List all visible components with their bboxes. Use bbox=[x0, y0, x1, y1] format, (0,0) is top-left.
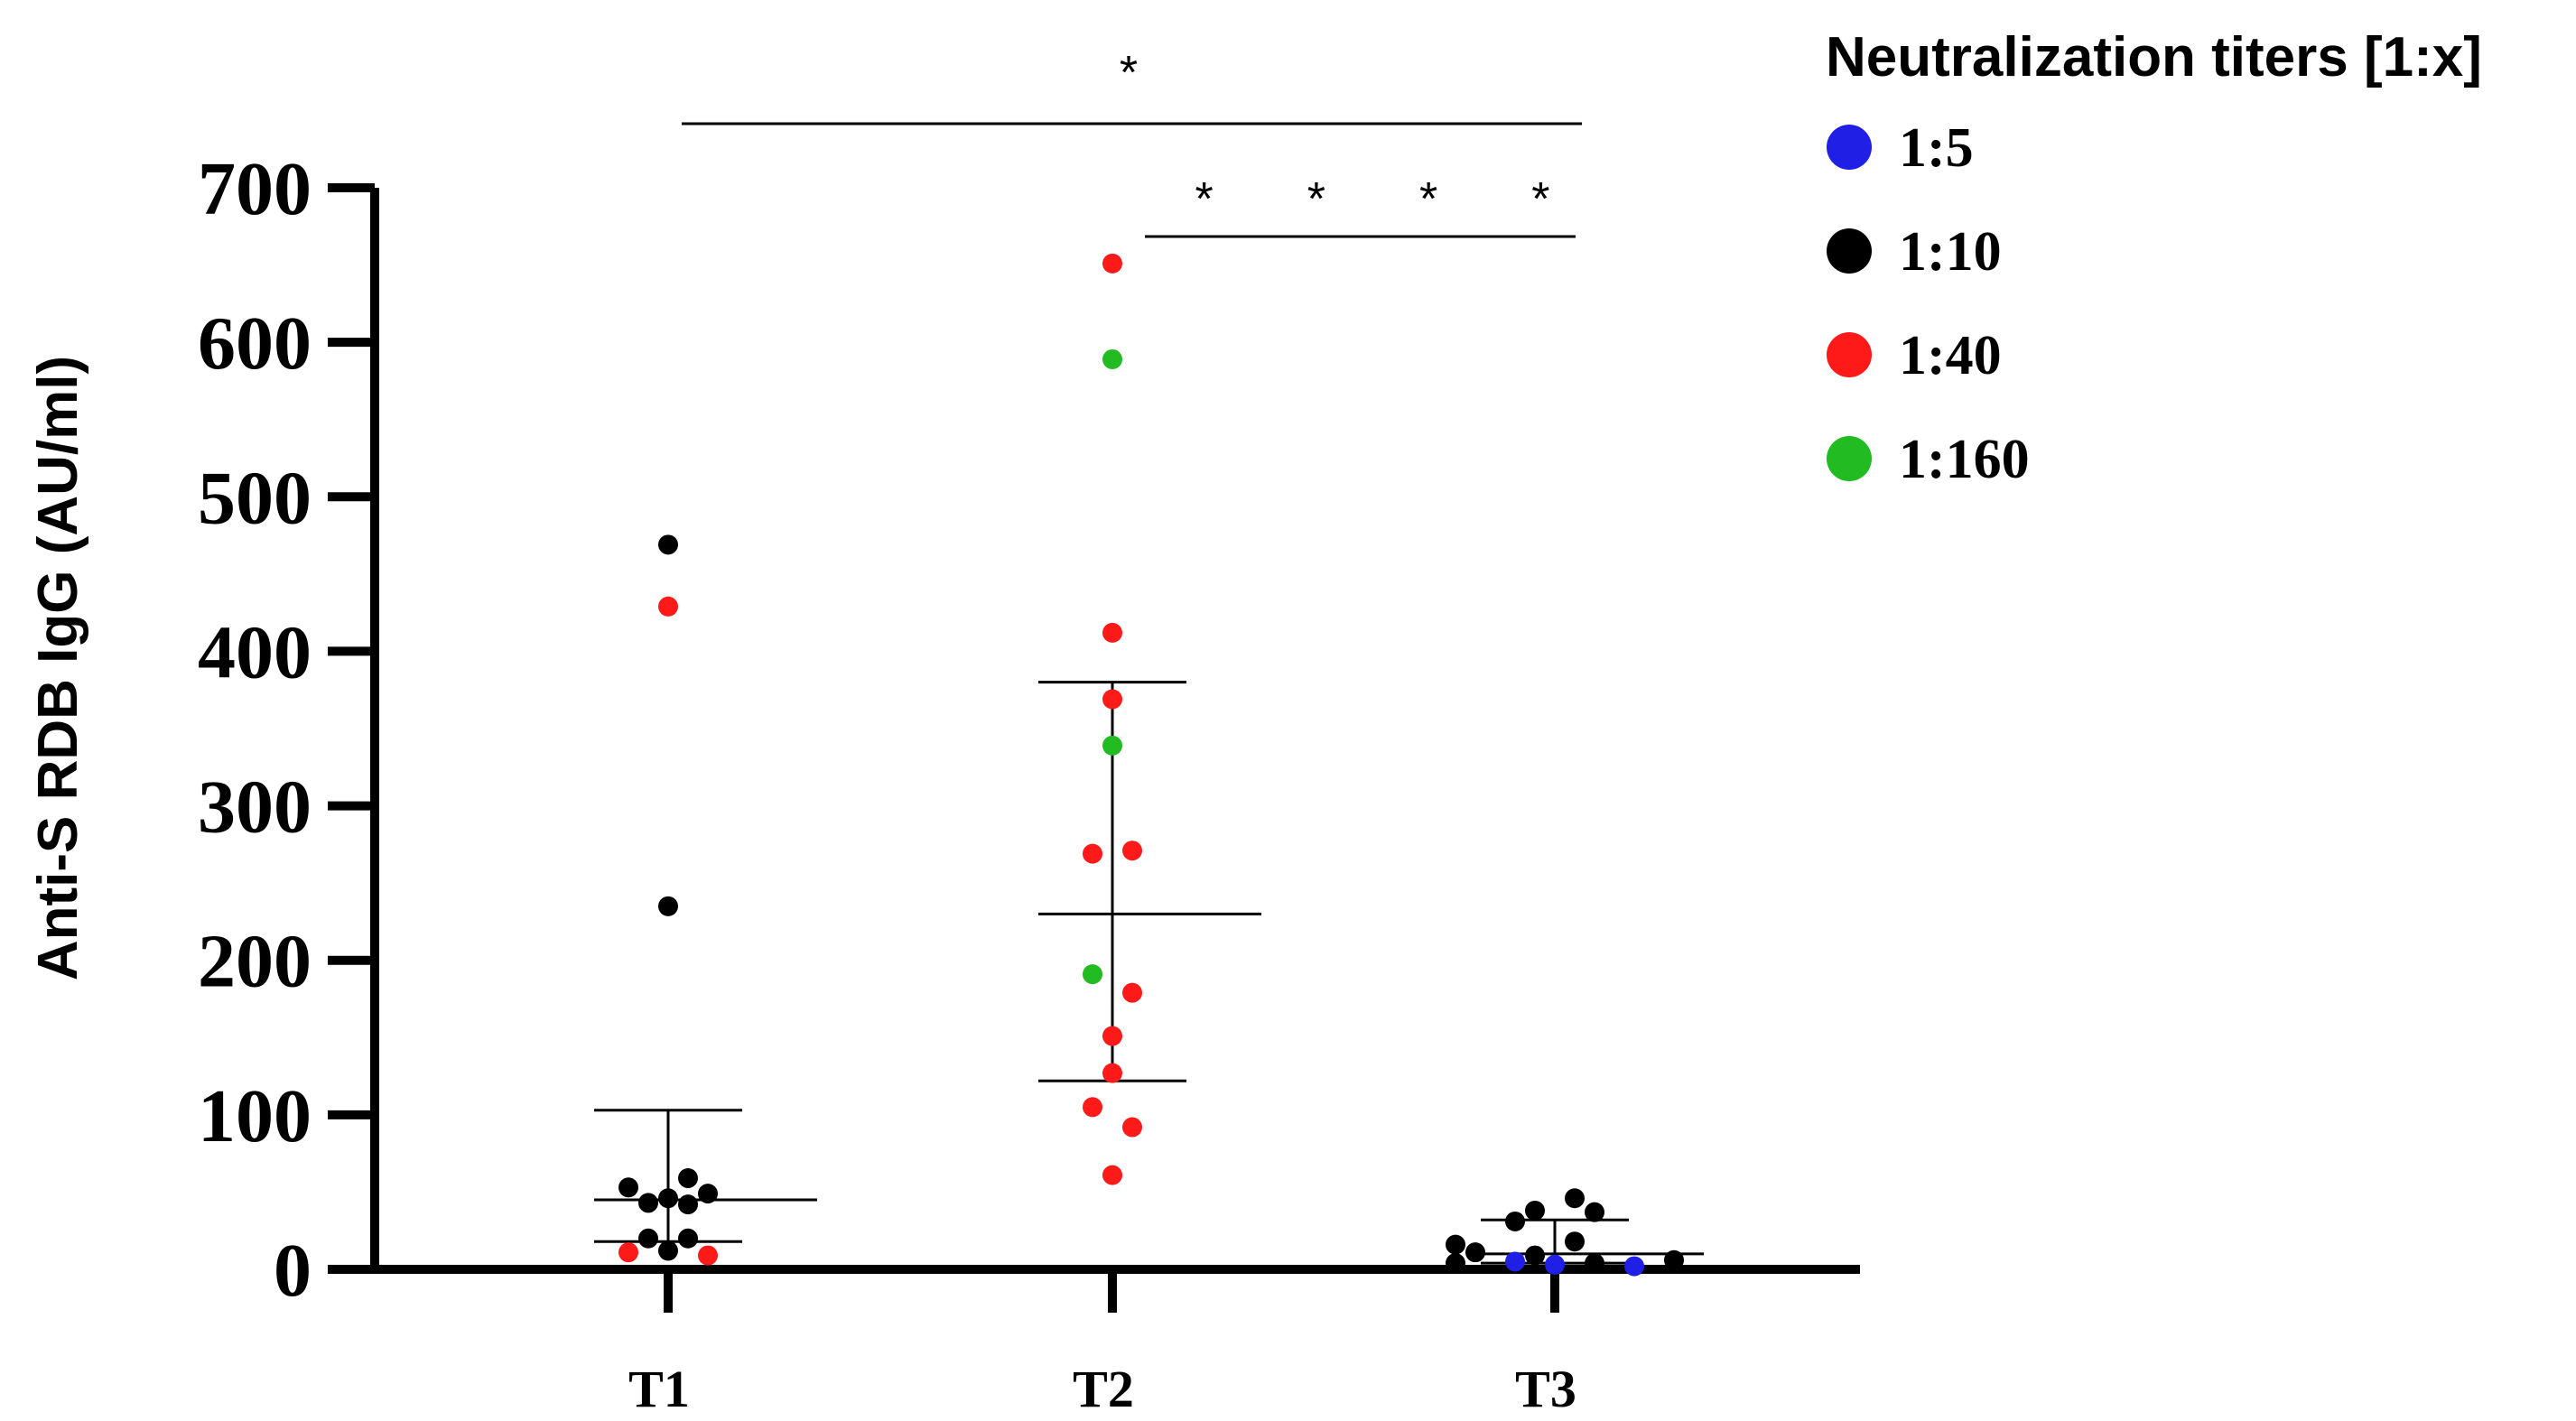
data-point bbox=[1102, 735, 1122, 756]
data-point bbox=[1545, 1254, 1565, 1275]
x-tick-label: T3 bbox=[1515, 1360, 1576, 1418]
data-point bbox=[698, 1245, 718, 1266]
data-point bbox=[698, 1184, 718, 1204]
x-tick-label: T2 bbox=[1073, 1360, 1134, 1418]
legend-swatch bbox=[1827, 332, 1872, 377]
data-point bbox=[678, 1228, 698, 1249]
significance-brackets: * * * * * bbox=[682, 47, 1582, 238]
data-point bbox=[1102, 689, 1122, 710]
legend-swatch bbox=[1827, 228, 1872, 274]
data-point bbox=[678, 1194, 698, 1215]
legend-label: 1:5 bbox=[1899, 117, 1974, 179]
data-point bbox=[1664, 1249, 1684, 1270]
data-point bbox=[1083, 1097, 1102, 1118]
data-point bbox=[618, 1242, 638, 1263]
y-axis-label: Anti-S RDB IgG (AU/ml) bbox=[27, 356, 89, 980]
data-point bbox=[1122, 841, 1142, 861]
legend-swatch bbox=[1827, 125, 1872, 170]
data-point bbox=[658, 1188, 678, 1209]
legend-label: 1:160 bbox=[1899, 429, 2030, 490]
legend-label: 1:10 bbox=[1899, 221, 2002, 283]
data-point bbox=[1505, 1211, 1525, 1231]
data-point bbox=[658, 534, 678, 555]
data-point bbox=[1525, 1245, 1545, 1266]
data-point bbox=[638, 1193, 658, 1213]
data-point bbox=[1102, 348, 1122, 369]
x-tick-label: T1 bbox=[628, 1360, 690, 1418]
x-axis-ticks: T1 T2 T3 bbox=[628, 1269, 1576, 1418]
significance-stars: * bbox=[1120, 47, 1138, 99]
y-axis-ticks: 0 100 200 300 400 500 600 700 bbox=[198, 147, 375, 1313]
data-point bbox=[1446, 1234, 1465, 1255]
data-point bbox=[1083, 843, 1102, 864]
median-iqr-bars bbox=[594, 681, 1704, 1265]
data-point bbox=[1122, 982, 1142, 1003]
legend-swatch bbox=[1827, 436, 1872, 481]
y-tick-label: 400 bbox=[198, 610, 312, 694]
data-point bbox=[658, 1240, 678, 1261]
data-point bbox=[1525, 1200, 1545, 1221]
y-tick-label: 700 bbox=[198, 147, 312, 231]
significance-stars: * * * * bbox=[1195, 173, 1550, 226]
data-point bbox=[1505, 1251, 1525, 1272]
data-point bbox=[638, 1228, 658, 1249]
data-point bbox=[658, 596, 678, 617]
y-tick-label: 0 bbox=[274, 1229, 312, 1313]
data-point bbox=[1585, 1253, 1604, 1274]
data-points bbox=[618, 253, 1684, 1277]
data-point bbox=[1624, 1256, 1644, 1277]
data-point bbox=[1465, 1242, 1485, 1263]
data-point bbox=[1122, 1117, 1142, 1138]
y-tick-label: 100 bbox=[198, 1074, 312, 1158]
y-tick-label: 500 bbox=[198, 456, 312, 540]
data-point bbox=[678, 1168, 698, 1189]
data-point bbox=[1102, 1026, 1122, 1046]
data-point bbox=[1102, 1165, 1122, 1185]
data-point bbox=[618, 1177, 638, 1198]
data-point bbox=[1083, 964, 1102, 985]
legend-title: Neutralization titers [1:x] bbox=[1826, 26, 2482, 88]
legend-label: 1:40 bbox=[1899, 325, 2002, 386]
data-point bbox=[1102, 622, 1122, 643]
data-point bbox=[1585, 1202, 1604, 1222]
y-tick-label: 200 bbox=[198, 920, 312, 1004]
data-point bbox=[1565, 1188, 1585, 1209]
data-point bbox=[1446, 1253, 1465, 1274]
data-point bbox=[658, 896, 678, 916]
data-point bbox=[1102, 253, 1122, 274]
y-tick-label: 300 bbox=[198, 766, 312, 850]
legend: Neutralization titers [1:x] 1:5 1:10 1:40 1… bbox=[1826, 26, 2482, 490]
y-tick-label: 600 bbox=[198, 302, 312, 385]
data-point bbox=[1102, 1063, 1122, 1083]
data-point bbox=[1565, 1231, 1585, 1252]
